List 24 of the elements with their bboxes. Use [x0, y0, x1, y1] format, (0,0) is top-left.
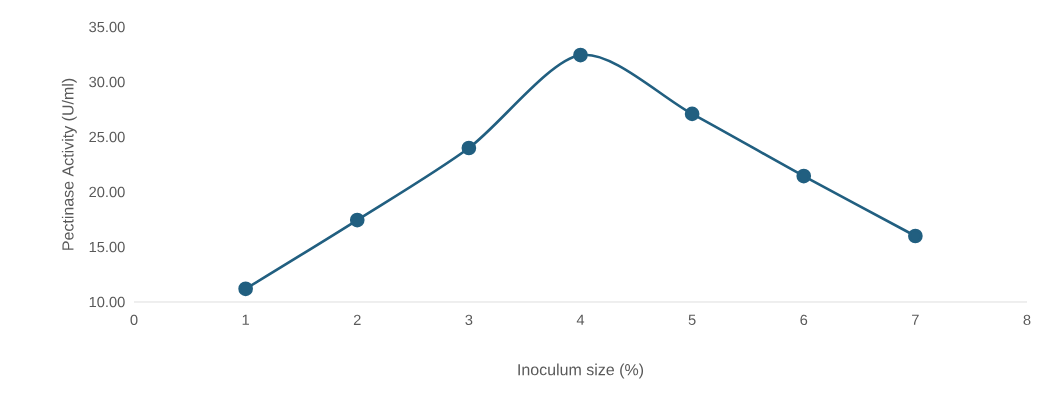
y-tick-label: 15.00	[89, 241, 125, 253]
x-tick-label: 6	[800, 314, 808, 326]
x-tick-label: 0	[130, 314, 138, 326]
y-tick-label: 35.00	[89, 21, 125, 33]
point	[908, 228, 923, 244]
y-tick-label: 10.00	[89, 296, 125, 308]
x-tick-label: 5	[688, 314, 696, 325]
point	[349, 212, 365, 228]
y-axis-title: Pectinase Activity (U/ml)	[61, 78, 77, 250]
point	[461, 140, 477, 156]
point	[238, 281, 253, 297]
y-tick-label: 25.00	[89, 131, 125, 143]
x-tick-label: 1	[242, 314, 249, 325]
x-tick-label: 8	[1023, 314, 1031, 326]
point	[684, 106, 700, 122]
x-axis-title: Inoculum size (%)	[518, 363, 644, 379]
y-tick-label: 30.00	[89, 76, 125, 88]
y-tick-label: 20.00	[89, 186, 125, 198]
point	[796, 168, 812, 184]
x-tick-label: 4	[576, 314, 585, 325]
point	[573, 47, 588, 63]
x-tick-label: 3	[465, 314, 473, 326]
x-tick-label: 2	[353, 314, 361, 325]
x-tick-label: 7	[912, 314, 919, 325]
